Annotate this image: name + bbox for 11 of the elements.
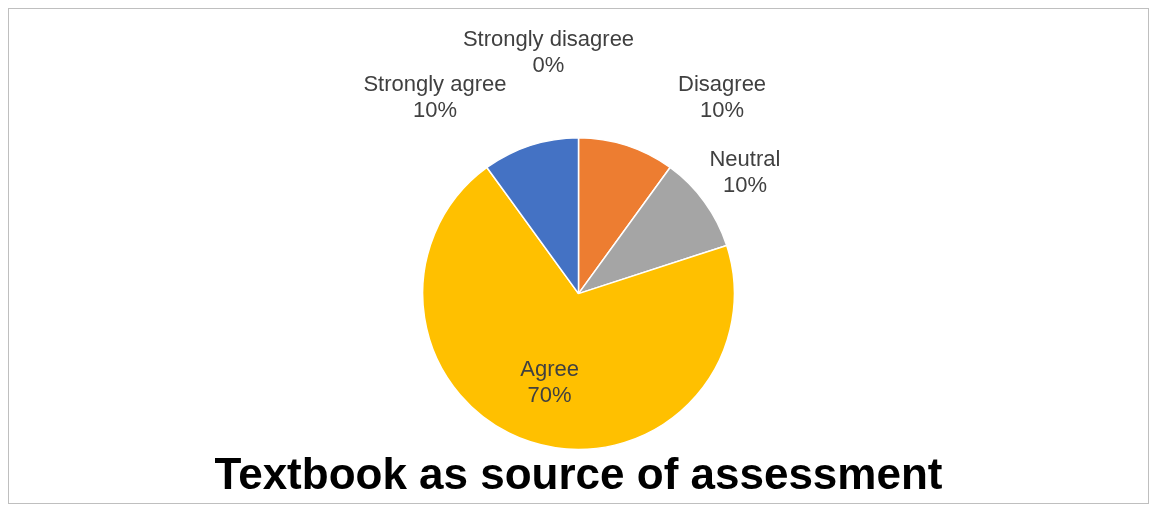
slice-label: Agree	[520, 355, 579, 381]
data-label: 10%	[722, 171, 767, 197]
category-label: Strongly disagree	[462, 25, 635, 51]
text: Textbook as source of assessment	[214, 448, 943, 498]
slice-label: Disagree	[678, 71, 767, 97]
text: 0%	[532, 51, 565, 77]
slice-label: Neutral	[709, 145, 781, 171]
data-label: 10%	[700, 97, 745, 123]
data-label: 10%	[412, 97, 457, 123]
slice-label: Strongly agree	[363, 71, 507, 97]
data-label: 70%	[527, 381, 572, 407]
